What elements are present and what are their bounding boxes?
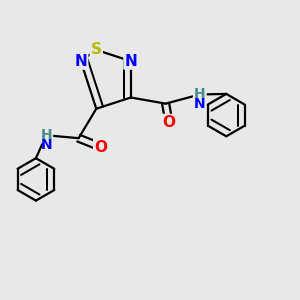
Text: H: H xyxy=(194,88,206,101)
Text: H: H xyxy=(40,128,52,142)
Text: N: N xyxy=(74,54,87,69)
Text: N: N xyxy=(194,97,206,111)
Text: O: O xyxy=(94,140,107,154)
Text: O: O xyxy=(163,115,176,130)
Text: S: S xyxy=(91,42,102,57)
Text: N: N xyxy=(40,138,52,152)
Text: N: N xyxy=(124,54,137,69)
